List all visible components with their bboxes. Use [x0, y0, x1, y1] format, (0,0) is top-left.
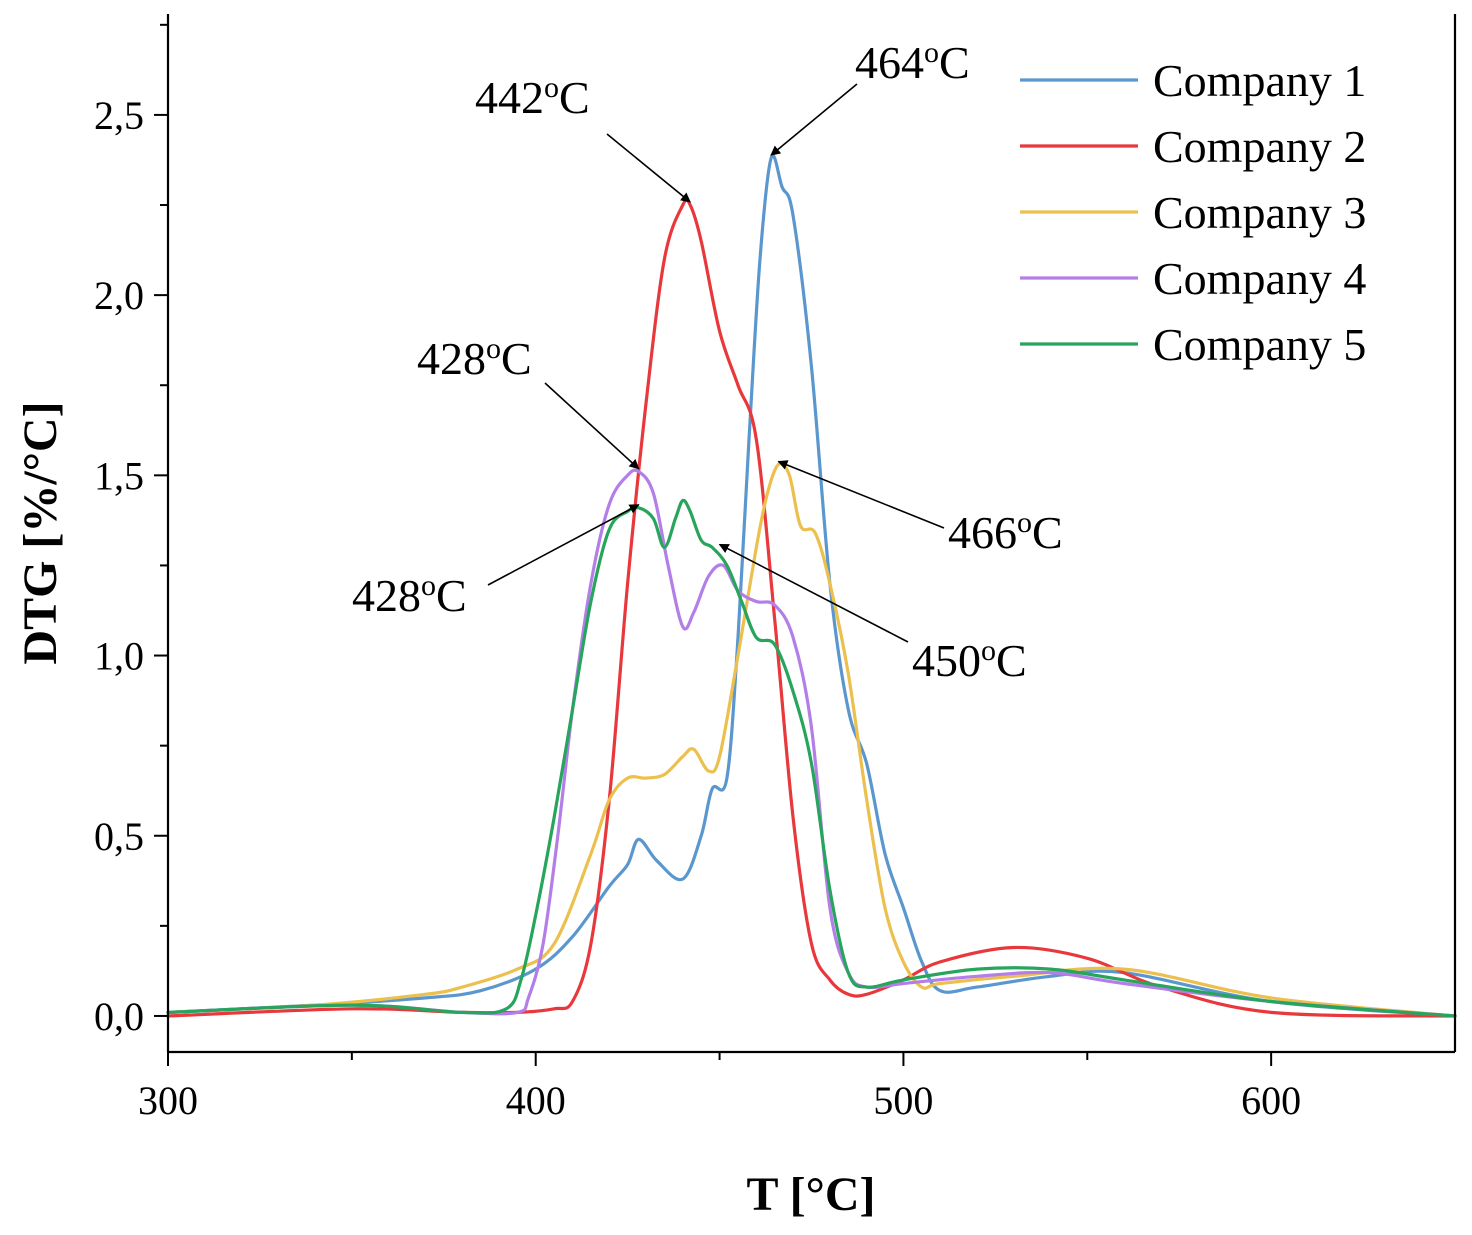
- series-line-company-5: [166, 498, 1457, 1018]
- legend-label-company-5: Company 5: [1153, 319, 1366, 370]
- annotation-label: 450oC: [912, 634, 1027, 686]
- series-line-company-3: [166, 461, 1457, 1018]
- annotation-label: 466oC: [948, 506, 1063, 558]
- x-tick-label: 600: [1241, 1078, 1301, 1123]
- y-tick-label: 2,5: [94, 93, 144, 138]
- annotation-arrow: [777, 460, 945, 529]
- series-layer: [166, 153, 1457, 1018]
- series-line-company-1: [166, 153, 1457, 1018]
- annotation-arrow: [718, 543, 909, 643]
- annotation-label: 464oC: [855, 36, 970, 88]
- annotation-label: 428oC: [417, 332, 532, 384]
- annotation-label: 428oC: [352, 569, 467, 621]
- legend-label-company-1: Company 1: [1153, 55, 1366, 106]
- y-ticks: 0,0 0,5 1,0 1,5 2,0 2,5: [94, 23, 168, 1039]
- y-tick-label: 0,0: [94, 994, 144, 1039]
- series-line-company-4: [166, 468, 1457, 1018]
- legend-label-company-3: Company 3: [1153, 187, 1366, 238]
- annotation-arrow: [487, 504, 640, 586]
- annotation-arrow: [770, 83, 858, 156]
- y-tick-label: 2,0: [94, 273, 144, 318]
- annotation-arrow: [544, 382, 640, 470]
- annotation-arrow: [606, 133, 691, 203]
- y-tick-label: 0,5: [94, 814, 144, 859]
- legend-label-company-4: Company 4: [1153, 253, 1366, 304]
- y-axis-title: DTG [%/°C]: [14, 401, 67, 664]
- x-axis-title: T [°C]: [747, 1168, 876, 1221]
- x-tick-label: 400: [506, 1078, 566, 1123]
- y-tick-label: 1,0: [94, 634, 144, 679]
- x-tick-label: 500: [873, 1078, 933, 1123]
- y-tick-label: 1,5: [94, 453, 144, 498]
- legend: Company 1 Company 2 Company 3 Company 4 Comp…: [1020, 55, 1366, 370]
- annotations-layer: 442oC 464oC 428oC 428oC 466oC 450oC: [352, 36, 1063, 686]
- legend-label-company-2: Company 2: [1153, 121, 1366, 172]
- annotation-label: 442oC: [475, 71, 590, 123]
- x-ticks: 300 400 500 600: [138, 1052, 1301, 1123]
- series-line-company-2: [166, 197, 1457, 1018]
- x-tick-label: 300: [138, 1078, 198, 1123]
